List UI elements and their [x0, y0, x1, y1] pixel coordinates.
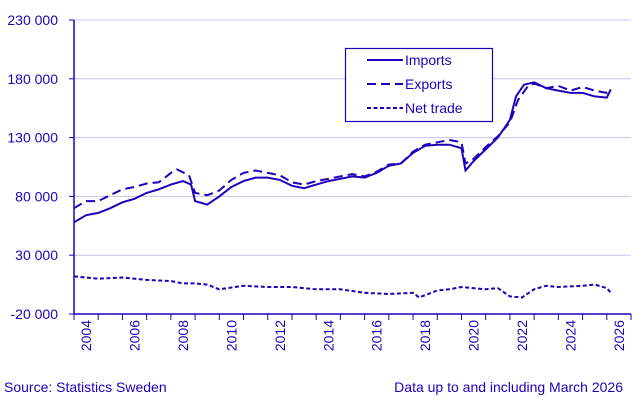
series-line-net-trade — [73, 275, 612, 299]
x-tick-label: 2004 — [78, 320, 94, 351]
x-tick-label: 2018 — [417, 320, 433, 351]
y-tick-label: 130 000 — [7, 130, 58, 146]
y-tick-label: -20 000 — [11, 306, 59, 322]
legend-label: Net trade — [405, 100, 463, 116]
x-tick-label: 2022 — [514, 320, 530, 351]
y-tick-label: 230 000 — [7, 12, 58, 28]
x-tick-label: 2006 — [127, 320, 143, 351]
legend-label: Imports — [405, 52, 452, 68]
x-tick-label: 2016 — [369, 320, 385, 351]
x-tick-label: 2026 — [611, 320, 627, 351]
series-line-imports — [73, 81, 612, 224]
x-tick-label: 2024 — [562, 320, 578, 351]
y-tick-label: 80 000 — [15, 188, 58, 204]
y-tick-label: 180 000 — [7, 71, 58, 87]
x-tick-label: 2008 — [175, 320, 191, 351]
x-tick-label: 2020 — [466, 320, 482, 351]
x-tick-label: 2010 — [223, 320, 239, 351]
legend-label: Exports — [405, 76, 452, 92]
data-period-note: Data up to and including March 2026 — [394, 379, 623, 395]
x-tick-label: 2014 — [320, 320, 336, 351]
y-tick-label: 30 000 — [15, 247, 58, 263]
x-tick-label: 2012 — [272, 320, 288, 351]
series-line-exports — [73, 82, 611, 210]
source-note: Source: Statistics Sweden — [4, 379, 167, 395]
